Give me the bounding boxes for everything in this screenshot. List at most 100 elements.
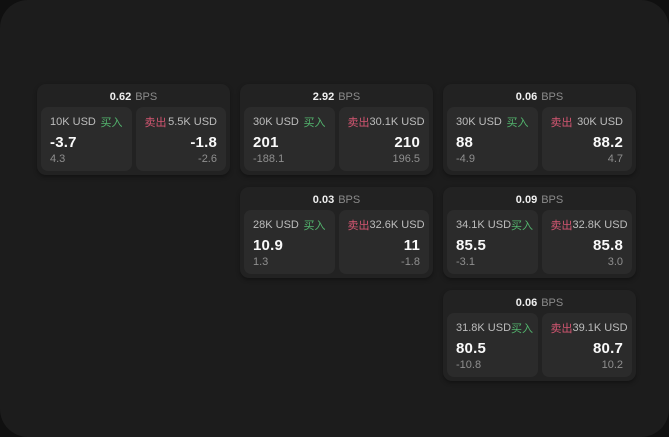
sell-panel-header: 卖出 32.6K USD (347, 217, 425, 233)
buy-amount: 28K USD (253, 219, 299, 231)
buy-panel[interactable]: 30K USD 买入 88 -4.9 (447, 107, 538, 171)
card-body: 10K USD 买入 -3.7 4.3 卖出 5.5K USD -1.8 -2.… (41, 107, 226, 171)
card-header: 0.62 BPS (41, 88, 226, 107)
bps-value: 0.06 (515, 91, 538, 103)
buy-amount: 10K USD (50, 116, 96, 128)
sell-side-label: 卖出 (347, 220, 370, 232)
sell-panel-header: 卖出 5.5K USD (145, 114, 218, 130)
buy-amount: 31.8K USD (456, 322, 512, 334)
card-header: 0.06 BPS (447, 88, 632, 107)
sell-price: 11 (403, 237, 420, 254)
card-header: 2.92 BPS (244, 88, 429, 107)
buy-panel[interactable]: 28K USD 买入 10.9 1.3 (244, 210, 335, 274)
quote-card: 0.06 BPS 31.8K USD 买入 80.5 -10.8 卖出 39.1… (443, 290, 636, 381)
buy-panel-header: 34.1K USD 买入 (456, 217, 533, 233)
buy-sub-value: 1.3 (253, 256, 269, 268)
sell-side-label: 卖出 (347, 117, 370, 129)
sell-amount: 32.6K USD (369, 219, 425, 231)
sell-panel[interactable]: 卖出 39.1K USD 80.7 10.2 (541, 313, 632, 377)
sell-panel-header: 卖出 32.8K USD (550, 217, 628, 233)
sell-side-label: 卖出 (550, 117, 573, 129)
buy-side-label: 买入 (506, 117, 529, 129)
sell-panel[interactable]: 卖出 5.5K USD -1.8 -2.6 (135, 107, 226, 171)
sell-amount: 30K USD (577, 116, 623, 128)
quote-card: 0.62 BPS 10K USD 买入 -3.7 4.3 卖出 5.5K USD… (37, 84, 230, 175)
buy-side-label: 买入 (303, 117, 326, 129)
buy-panel[interactable]: 30K USD 买入 201 -188.1 (244, 107, 335, 171)
sell-panel[interactable]: 卖出 30K USD 88.2 4.7 (541, 107, 632, 171)
sell-sub-value: -1.8 (401, 256, 420, 268)
bps-unit-label: BPS (338, 91, 361, 103)
buy-panel-header: 28K USD 买入 (253, 217, 326, 233)
card-body: 31.8K USD 买入 80.5 -10.8 卖出 39.1K USD 80.… (447, 313, 632, 377)
buy-sub-value: -4.9 (456, 153, 475, 165)
sell-sub-value: 196.5 (392, 153, 420, 165)
sell-price: 80.7 (593, 340, 623, 357)
sell-panel[interactable]: 卖出 32.8K USD 85.8 3.0 (541, 210, 632, 274)
bps-value: 2.92 (312, 91, 335, 103)
quote-card: 2.92 BPS 30K USD 买入 201 -188.1 卖出 30.1K … (240, 84, 433, 175)
buy-panel-header: 31.8K USD 买入 (456, 320, 533, 336)
buy-panel[interactable]: 31.8K USD 买入 80.5 -10.8 (447, 313, 538, 377)
sell-panel[interactable]: 卖出 32.6K USD 11 -1.8 (338, 210, 429, 274)
sell-panel-header: 卖出 30K USD (551, 114, 624, 130)
buy-price: 10.9 (253, 237, 283, 254)
buy-panel[interactable]: 10K USD 买入 -3.7 4.3 (41, 107, 132, 171)
sell-panel-header: 卖出 30.1K USD (347, 114, 425, 130)
sell-sub-value: 4.7 (607, 153, 623, 165)
card-header: 0.09 BPS (447, 191, 632, 210)
bps-unit-label: BPS (541, 194, 564, 206)
sell-price: 85.8 (593, 237, 623, 254)
sell-sub-value: 3.0 (607, 256, 623, 268)
buy-sub-value: -3.1 (456, 256, 475, 268)
bps-value: 0.06 (515, 297, 538, 309)
card-body: 30K USD 买入 88 -4.9 卖出 30K USD 88.2 4.7 (447, 107, 632, 171)
sell-panel[interactable]: 卖出 30.1K USD 210 196.5 (338, 107, 429, 171)
card-body: 34.1K USD 买入 85.5 -3.1 卖出 32.8K USD 85.8… (447, 210, 632, 274)
bps-unit-label: BPS (541, 91, 564, 103)
buy-price: 80.5 (456, 340, 486, 357)
sell-side-label: 卖出 (550, 323, 573, 335)
card-body: 28K USD 买入 10.9 1.3 卖出 32.6K USD 11 -1.8 (244, 210, 429, 274)
sell-amount: 5.5K USD (168, 116, 217, 128)
bps-value: 0.62 (109, 91, 132, 103)
quotes-grid: 0.62 BPS 10K USD 买入 -3.7 4.3 卖出 5.5K USD… (37, 84, 636, 381)
sell-side-label: 卖出 (550, 220, 573, 232)
bps-unit-label: BPS (338, 194, 361, 206)
card-header: 0.06 BPS (447, 294, 632, 313)
buy-sub-value: -10.8 (456, 359, 482, 371)
buy-price: 85.5 (456, 237, 486, 254)
quote-card: 0.06 BPS 30K USD 买入 88 -4.9 卖出 30K USD 8… (443, 84, 636, 175)
sell-amount: 30.1K USD (369, 116, 425, 128)
sell-price: 88.2 (593, 134, 623, 151)
buy-price: -3.7 (50, 134, 77, 151)
buy-panel[interactable]: 34.1K USD 买入 85.5 -3.1 (447, 210, 538, 274)
bps-value: 0.09 (515, 194, 538, 206)
buy-panel-header: 30K USD 买入 (456, 114, 529, 130)
sell-panel-header: 卖出 39.1K USD (550, 320, 628, 336)
bps-unit-label: BPS (135, 91, 158, 103)
sell-side-label: 卖出 (144, 117, 167, 129)
quote-card: 0.03 BPS 28K USD 买入 10.9 1.3 卖出 32.6K US… (240, 187, 433, 278)
card-body: 30K USD 买入 201 -188.1 卖出 30.1K USD 210 1… (244, 107, 429, 171)
buy-price: 88 (456, 134, 474, 151)
sell-sub-value: -2.6 (198, 153, 217, 165)
sell-amount: 32.8K USD (572, 219, 628, 231)
buy-amount: 30K USD (253, 116, 299, 128)
buy-amount: 34.1K USD (456, 219, 512, 231)
sell-amount: 39.1K USD (572, 322, 628, 334)
buy-price: 201 (253, 134, 279, 151)
quote-card: 0.09 BPS 34.1K USD 买入 85.5 -3.1 卖出 32.8K… (443, 187, 636, 278)
buy-panel-header: 10K USD 买入 (50, 114, 123, 130)
buy-amount: 30K USD (456, 116, 502, 128)
buy-side-label: 买入 (511, 220, 534, 232)
buy-side-label: 买入 (303, 220, 326, 232)
sell-price: -1.8 (190, 134, 217, 151)
buy-sub-value: -188.1 (253, 153, 285, 165)
card-header: 0.03 BPS (244, 191, 429, 210)
buy-side-label: 买入 (511, 323, 534, 335)
sell-price: 210 (394, 134, 420, 151)
bps-value: 0.03 (312, 194, 335, 206)
buy-panel-header: 30K USD 买入 (253, 114, 326, 130)
